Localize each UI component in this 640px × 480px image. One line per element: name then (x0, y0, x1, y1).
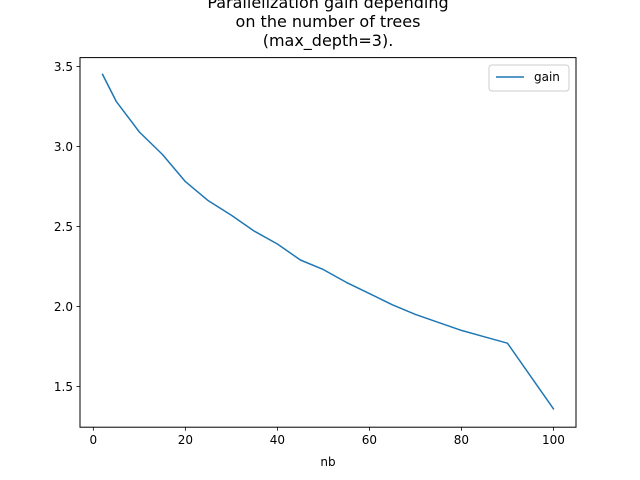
x-tick-label: 40 (270, 433, 285, 447)
legend: gain (488, 64, 570, 92)
x-tick-label: 60 (362, 433, 377, 447)
y-tick-label: 3.5 (54, 60, 73, 74)
x-tick-label: 0 (90, 433, 98, 447)
series-group (101, 73, 555, 410)
x-axis-label: nb (320, 455, 335, 469)
y-tick-label: 2.5 (54, 220, 73, 234)
x-tick-label: 20 (178, 433, 193, 447)
x-tick-label: 100 (542, 433, 565, 447)
chart-title-line-3: (max_depth=3). (263, 31, 394, 51)
y-tick-label: 3.0 (54, 140, 73, 154)
legend-box (488, 64, 570, 92)
y-tick-label: 1.5 (54, 380, 73, 394)
chart-title: Parallelization gain depending on the nu… (207, 0, 448, 51)
x-axis-ticks: 0 20 40 60 80 100 (90, 427, 565, 447)
legend-label-gain: gain (534, 70, 560, 84)
series-line-gain (101, 73, 555, 410)
y-tick-label: 2.0 (54, 300, 73, 314)
plot-frame (79, 57, 577, 428)
chart-title-line-1: Parallelization gain depending (207, 0, 448, 12)
chart-title-line-2: on the number of trees (236, 12, 421, 31)
x-tick-label: 80 (454, 433, 469, 447)
y-axis-ticks: 1.5 2.0 2.5 3.0 3.5 (54, 60, 80, 394)
